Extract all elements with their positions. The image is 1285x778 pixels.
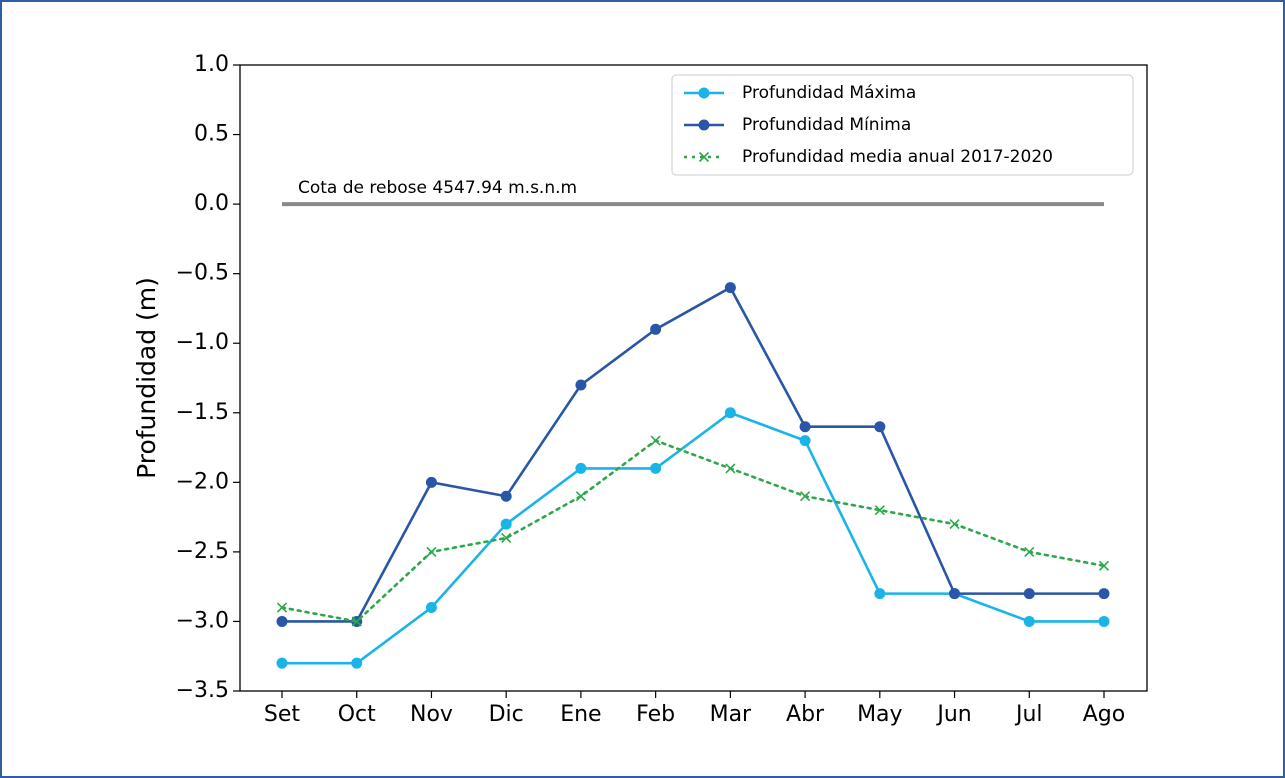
x-tick-label: Jun [935, 702, 971, 727]
x-tick-label: May [857, 702, 902, 727]
marker [725, 463, 736, 474]
x-tick-label: Nov [410, 702, 453, 727]
marker [276, 615, 288, 627]
marker [276, 657, 288, 669]
marker [874, 421, 886, 433]
marker [949, 519, 960, 530]
marker [425, 476, 437, 488]
marker [501, 532, 512, 544]
legend-marker [698, 119, 710, 131]
marker [1098, 560, 1110, 571]
marker [1098, 588, 1110, 600]
y-tick-label: −3.0 [176, 608, 229, 633]
y-tick-label: 0.0 [194, 191, 229, 216]
y-tick-label: 0.5 [194, 122, 229, 147]
y-tick-label: −1.5 [176, 400, 229, 425]
marker [426, 546, 437, 557]
y-tick-label: −3.5 [176, 678, 229, 703]
marker [799, 421, 811, 433]
x-tick-label: Oct [338, 702, 376, 727]
marker [874, 588, 886, 600]
y-tick-label: −0.5 [176, 261, 229, 286]
x-tick-label: Ago [1083, 702, 1125, 727]
series-line [282, 285, 1104, 623]
marker [351, 657, 363, 669]
y-tick-label: −1.0 [176, 330, 229, 355]
y-tick-label: −2.5 [176, 539, 229, 564]
marker [500, 518, 512, 530]
x-tick-label: Mar [710, 702, 752, 727]
marker [799, 435, 811, 447]
marker [425, 602, 437, 614]
series-line [282, 411, 1104, 665]
marker [650, 323, 662, 335]
legend-box [671, 74, 1134, 176]
x-tick-label: Ene [560, 702, 601, 727]
y-tick-label: 1.0 [194, 52, 229, 77]
marker [575, 462, 587, 474]
marker [874, 505, 885, 516]
y-axis-label: Profundidad (m) [132, 277, 161, 479]
marker [351, 616, 362, 627]
marker [1024, 546, 1035, 557]
x-tick-label: Jul [1014, 702, 1043, 727]
marker [575, 379, 587, 391]
y-tick-label: −2.0 [176, 469, 229, 494]
marker [724, 282, 736, 294]
legend-label: Profundidad Mínima [742, 115, 911, 135]
marker [1023, 615, 1035, 627]
x-tick-label: Feb [636, 702, 675, 727]
marker [949, 588, 961, 600]
plot-frame [239, 64, 1148, 692]
reference-label: Cota de rebose 4547.94 m.s.n.m [298, 178, 577, 198]
marker [276, 602, 288, 613]
x-tick-label: Set [264, 702, 301, 727]
legend-label: Profundidad media anual 2017-2020 [742, 147, 1053, 167]
marker [1098, 615, 1110, 627]
legend-marker [698, 87, 710, 99]
series-line [280, 439, 1106, 623]
marker [650, 435, 661, 446]
marker [800, 491, 811, 502]
legend-label: Profundidad Máxima [742, 83, 916, 103]
marker [500, 490, 512, 502]
marker [650, 462, 662, 474]
x-tick-label: Abr [786, 702, 825, 727]
legend-marker [698, 151, 710, 163]
marker [1023, 588, 1035, 600]
marker [724, 407, 736, 419]
marker [575, 491, 586, 502]
x-tick-label: Dic [489, 702, 524, 727]
